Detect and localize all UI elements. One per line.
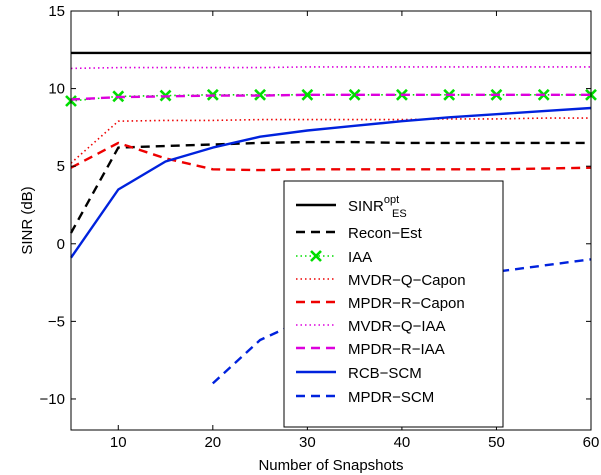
legend-item: Recon−Est [296, 225, 423, 242]
x-axis-ticks: 10 20 30 40 50 60 [110, 11, 599, 451]
legend-item: MVDR−Q−IAA [296, 318, 446, 335]
legend-label: Recon−Est [348, 225, 423, 242]
series-line-2 [70, 94, 591, 102]
series-line-7 [70, 106, 592, 259]
legend-label: MPDR−SCM [348, 389, 434, 406]
legend-item: MPDR−R−IAA [296, 341, 445, 358]
legend-label: MVDR−Q−IAA [348, 318, 446, 335]
legend-marker [310, 250, 322, 262]
series-2-marker [348, 88, 361, 101]
legend: SINRopt ES Recon−Est IAA MVDR−Q−Capon MPDR−R−… [283, 180, 504, 428]
y-tick-label: 0 [57, 236, 65, 253]
series-line-5 [70, 66, 591, 70]
y-tick-label: −5 [48, 313, 65, 330]
y-axis-ticks: −10 −5 0 5 10 15 [40, 3, 591, 408]
legend-item: IAA [296, 249, 372, 266]
axes-frame [70, 10, 592, 431]
legend-box [283, 180, 504, 428]
series-2-marker [301, 88, 314, 101]
series-line-4 [70, 141, 592, 172]
y-axis-label: SINR (dB) [19, 186, 36, 254]
x-tick-label: 50 [488, 434, 505, 451]
x-tick-label: 30 [299, 434, 316, 451]
x-tick-label: 40 [394, 434, 411, 451]
y-tick-label: 5 [57, 158, 65, 175]
y-tick-label: −10 [40, 391, 65, 408]
series-line-6 [70, 93, 591, 101]
series-2-marker [254, 88, 267, 101]
series-line-3 [70, 117, 591, 164]
x-tick-label: 20 [204, 434, 221, 451]
series-line-1 [69, 140, 591, 234]
legend-label: MVDR−Q−Capon [348, 272, 466, 289]
legend-label: SINRopt ES [348, 194, 407, 220]
legend-item: SINRopt ES [296, 194, 407, 220]
x-axis-label: Number of Snapshots [258, 457, 403, 474]
legend-label: IAA [348, 249, 372, 266]
x-tick-label: 60 [583, 434, 600, 451]
legend-item: MVDR−Q−Capon [296, 272, 466, 289]
legend-item: MPDR−R−Capon [296, 295, 465, 312]
y-tick-label: 10 [48, 81, 65, 98]
legend-label: MPDR−R−IAA [348, 341, 445, 358]
y-tick-label: 15 [48, 3, 65, 20]
legend-item: MPDR−SCM [296, 389, 434, 406]
x-tick-label: 10 [110, 434, 127, 451]
legend-label: MPDR−R−Capon [348, 295, 465, 312]
legend-label: RCB−SCM [348, 365, 422, 382]
legend-item: RCB−SCM [296, 365, 422, 382]
